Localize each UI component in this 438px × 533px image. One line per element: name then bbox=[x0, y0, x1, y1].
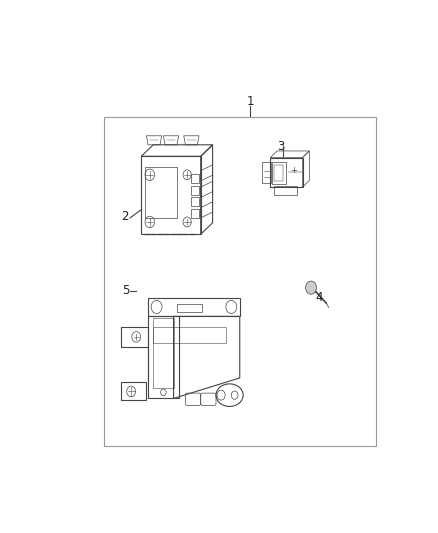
Text: 1: 1 bbox=[246, 95, 254, 108]
Text: +: + bbox=[290, 166, 297, 175]
Bar bbox=[104, 117, 375, 446]
Text: 2: 2 bbox=[122, 210, 129, 223]
Bar bbox=[145, 167, 177, 218]
Text: 3: 3 bbox=[278, 140, 285, 152]
Bar bbox=[262, 163, 271, 183]
Circle shape bbox=[306, 281, 317, 294]
Bar bbox=[270, 158, 303, 187]
Text: 4: 4 bbox=[315, 290, 323, 304]
Bar bbox=[191, 174, 199, 183]
Bar bbox=[191, 197, 199, 206]
Bar bbox=[274, 165, 283, 181]
Text: 5: 5 bbox=[122, 284, 129, 297]
Bar bbox=[177, 304, 202, 312]
Bar bbox=[191, 186, 199, 195]
Bar bbox=[191, 209, 199, 218]
Bar bbox=[272, 161, 286, 184]
Bar bbox=[274, 186, 297, 195]
